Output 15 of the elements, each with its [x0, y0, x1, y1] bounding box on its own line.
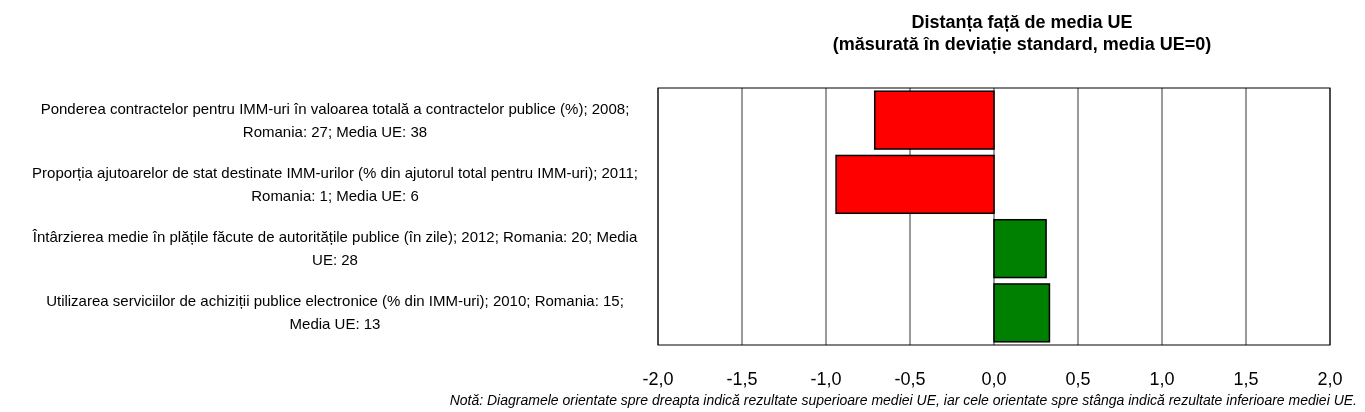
chart-title: Distanța față de media UE (măsurată în deviație standard, media UE=0) — [832, 12, 1212, 54]
x-tick-label: -1,5 — [726, 369, 758, 389]
y-tick-label: Utilizarea serviciilor de achiziții publice electronice (% din IMM-uri); 2010; Romania: 15; Media UE: 13 — [46, 292, 624, 333]
x-tick-label: -1,0 — [810, 369, 842, 389]
x-tick-label: 0,0 — [981, 369, 1007, 389]
y-tick-label: Ponderea contractelor pentru IMM-uri în valoarea totală a contractelor publice (%); 2008; Romania: 27; Media UE: 38 — [40, 99, 630, 140]
text: Notă: Diagramele orientate spre dreapta indică rezultate superioare mediei UE, iar cele orientate spre stânga indică rezultate inferioare mediei UE. — [449, 392, 1357, 408]
x-tick-label: 0,5 — [1065, 369, 1091, 389]
x-tick-label: 2,0 — [1317, 369, 1343, 389]
x-tick-label: 1,5 — [1233, 369, 1259, 389]
x-tick-label: -2,0 — [642, 369, 674, 389]
y-tick-label: Proporția ajutoarelor de stat destinate IMM-urilor (% din ajutorul total pentru IMM-uri); 2011; Romania: 1; Media UE: 6 — [32, 163, 638, 204]
x-tick-label: -0,5 — [894, 369, 926, 389]
x-tick-label: 1,0 — [1149, 369, 1175, 389]
y-tick-label: Întârzierea medie în plățile făcute de autoritățile publice (în zile); 2012; Romania: 20; Media UE: 28 — [31, 228, 638, 269]
